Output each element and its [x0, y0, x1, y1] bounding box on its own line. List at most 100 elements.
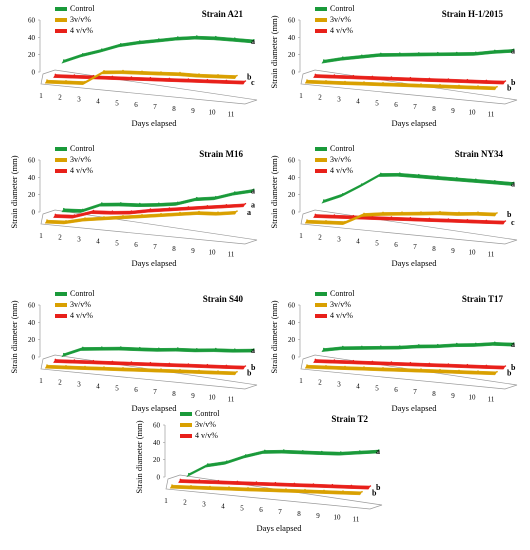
x-tick-label: 3	[337, 236, 341, 244]
significance-letter-4-v-v: c	[511, 218, 515, 227]
significance-letter-3v-v: b	[507, 210, 512, 219]
data-point-control-day-5	[399, 52, 401, 54]
data-point-3v-v-day-11	[361, 490, 363, 493]
data-point-control-day-3	[361, 54, 363, 57]
data-point-control-day-3	[361, 345, 363, 348]
data-point-control-day-8	[456, 177, 458, 179]
legend-swatch-3v-v	[315, 18, 327, 22]
significance-letter-3v-v: b	[372, 489, 377, 498]
x-tick-label: 4	[96, 97, 100, 105]
data-point-3v-v-day-10	[477, 370, 479, 372]
x-tick-label: 8	[172, 105, 176, 113]
data-point-4-v-v-day-6	[409, 76, 412, 79]
data-point-control-day-4	[380, 172, 382, 175]
chart-panel-strain-ny34: 60 40 20 0 Strain diameter (mm) 1 2 3 4 5 6 7 8 9 10 11…	[269, 144, 518, 268]
data-point-3v-v-day-3	[84, 80, 86, 83]
data-point-control-day-8	[321, 450, 323, 453]
data-point-3v-v-day-11	[236, 74, 238, 77]
significance-letter-control: a	[511, 340, 515, 349]
x-tick-label: 2	[318, 379, 322, 387]
series-3v-v	[304, 79, 498, 91]
data-point-4-v-v-day-9	[466, 78, 469, 81]
data-point-3v-v-day-10	[217, 74, 219, 76]
data-point-4-v-v-day-9	[206, 205, 209, 207]
legend-swatch-4-v-v	[55, 169, 67, 173]
y-tick-label: 20	[28, 336, 36, 344]
x-tick-label: 4	[356, 237, 360, 245]
x-tick-label: 9	[191, 392, 195, 400]
data-point-control-day-1	[63, 207, 65, 210]
x-tick-label: 5	[240, 504, 244, 512]
data-point-control-day-10	[234, 348, 236, 350]
x-tick-label: 8	[432, 105, 436, 113]
data-point-control-day-11	[253, 348, 255, 350]
data-point-control-day-2	[342, 345, 344, 348]
data-point-4-v-v-day-7	[168, 362, 171, 365]
legend-swatch-3v-v	[55, 18, 67, 22]
data-point-control-day-10	[359, 450, 361, 452]
data-point-control-day-6	[158, 347, 160, 350]
x-tick-label: 4	[356, 382, 360, 390]
x-tick-label: 9	[451, 107, 455, 115]
data-point-4-v-v-day-2	[73, 214, 76, 216]
chart-floor	[300, 354, 518, 390]
data-point-4-v-v-day-2	[333, 359, 336, 361]
data-point-4-v-v-day-5	[390, 76, 393, 78]
data-point-control-day-3	[361, 183, 363, 185]
data-point-4-v-v-day-7	[168, 77, 171, 80]
data-point-3v-v-day-10	[342, 490, 344, 492]
data-point-4-v-v-day-1	[54, 358, 57, 361]
data-point-3v-v-day-6	[401, 367, 403, 370]
legend-label-4-v-v: 4 v/v%	[195, 431, 218, 440]
data-point-3v-v-day-8	[179, 211, 181, 214]
x-tick-label: 3	[337, 96, 341, 104]
data-point-4-v-v-day-2	[333, 74, 336, 76]
x-tick-label: 4	[356, 97, 360, 105]
data-point-4-v-v-day-11	[504, 80, 507, 82]
data-point-control-day-7	[177, 347, 179, 349]
significance-letter-4-v-v: c	[251, 78, 255, 87]
y-tick-label: 20	[28, 191, 36, 199]
legend-label-control: Control	[70, 289, 95, 298]
legend-swatch-4-v-v	[315, 29, 327, 33]
significance-letter-3v-v: a	[247, 208, 251, 217]
x-tick-label: 2	[318, 234, 322, 242]
y-tick-label: 0	[292, 69, 296, 77]
data-point-control-day-2	[342, 56, 344, 58]
data-point-control-day-9	[340, 451, 342, 453]
data-point-3v-v-day-11	[236, 210, 238, 212]
data-point-control-day-4	[380, 52, 382, 55]
data-point-4-v-v-day-4	[111, 360, 114, 363]
data-point-control-day-1	[188, 472, 190, 475]
x-axis-label: Days elapsed	[256, 523, 302, 533]
data-point-control-day-2	[342, 193, 344, 195]
data-point-4-v-v-day-9	[206, 363, 209, 366]
data-point-3v-v-day-7	[160, 368, 162, 370]
x-tick-label: 1	[299, 377, 303, 385]
data-point-3v-v-day-9	[323, 489, 325, 492]
significance-letter-3v-v: b	[247, 369, 252, 378]
series-3v-v	[304, 211, 498, 225]
y-tick-label: 40	[288, 34, 296, 42]
data-point-3v-v-day-2	[65, 220, 67, 222]
x-tick-label: 1	[39, 92, 43, 100]
data-point-4-v-v-day-8	[447, 218, 450, 220]
data-point-4-v-v-day-11	[244, 365, 247, 367]
data-point-control-day-11	[378, 449, 380, 451]
x-tick-label: 9	[451, 247, 455, 255]
data-point-3v-v-day-7	[160, 212, 162, 215]
y-tick-label: 20	[288, 336, 296, 344]
significance-letter-control: a	[376, 447, 380, 456]
data-point-3v-v-day-3	[344, 220, 346, 223]
x-tick-label: 9	[316, 512, 320, 520]
significance-letter-4-v-v: a	[251, 201, 255, 210]
significance-letter-3v-v: b	[507, 369, 512, 378]
data-point-3v-v-day-10	[477, 211, 479, 213]
legend-label-4-v-v: 4 v/v%	[330, 26, 353, 35]
x-tick-label: 6	[259, 506, 263, 514]
significance-letter-control: a	[251, 186, 255, 195]
legend-swatch-4-v-v	[180, 434, 192, 438]
x-axis-label: Days elapsed	[131, 403, 177, 413]
x-tick-label: 4	[221, 502, 225, 510]
data-point-3v-v-day-3	[84, 365, 86, 368]
